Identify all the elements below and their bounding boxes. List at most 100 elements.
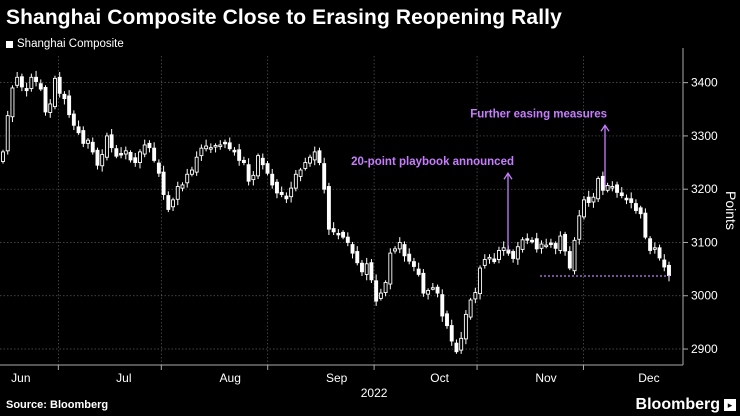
candle-body (293, 173, 298, 189)
candle-body (81, 130, 86, 144)
candle-body (223, 141, 227, 145)
candle-body (478, 267, 483, 295)
candle-body (53, 77, 57, 108)
candle-body (643, 212, 648, 238)
candle-body (563, 234, 568, 252)
candle-body (619, 192, 624, 197)
candle-body (482, 259, 487, 266)
candle-body (24, 88, 29, 92)
annotation-label: 20-point playbook announced (351, 156, 514, 168)
candle-body (241, 159, 246, 164)
candle-body (48, 103, 53, 113)
candle-body (100, 154, 105, 167)
candle-body (29, 76, 34, 89)
annotation-arrowhead (600, 124, 610, 132)
candle-body (185, 173, 190, 184)
y-tick-label: 3200 (691, 182, 718, 196)
candle-body (520, 239, 525, 250)
candle-body (553, 243, 558, 249)
candle-body (638, 207, 643, 215)
candle-body (388, 252, 393, 285)
y-tick-label: 3400 (691, 76, 718, 90)
candle-body (411, 261, 416, 267)
candle-body (71, 113, 76, 126)
candle-body (492, 258, 497, 263)
candle-body (648, 238, 653, 251)
candle-body (161, 171, 166, 195)
candle-body (156, 162, 161, 174)
candle-body (298, 169, 303, 177)
candle-body (133, 157, 138, 164)
candle-body (104, 135, 109, 158)
candle-body (15, 76, 20, 86)
candle-body (62, 93, 67, 100)
candle-body (265, 163, 270, 174)
candle-body (629, 198, 634, 203)
x-tick-label: Sep (326, 371, 348, 385)
candle-body (86, 139, 90, 144)
candle-body (341, 231, 346, 238)
candle-body (275, 181, 279, 194)
candle-body (189, 169, 194, 175)
candle-body (360, 262, 364, 273)
candle-body (615, 184, 619, 193)
candle-body (534, 238, 539, 250)
candle-body (435, 286, 440, 294)
candle-body (515, 246, 520, 260)
candle-body (558, 235, 563, 251)
x-tick-label: Jul (116, 371, 131, 385)
y-axis-title: Points (723, 191, 739, 230)
candle-body (232, 149, 237, 153)
candle-body (383, 281, 388, 293)
candle-body (577, 215, 582, 240)
candle-body (251, 174, 256, 181)
candle-body (397, 242, 402, 250)
candle-body (652, 247, 657, 250)
candle-body (303, 162, 308, 169)
candle-body (38, 83, 43, 90)
legend-label: Shanghai Composite (17, 38, 124, 50)
annotations: 20-point playbook announced Further easin… (351, 108, 671, 277)
x-tick-label: Nov (535, 371, 556, 385)
candle-body (378, 292, 383, 299)
candle-body (350, 244, 355, 254)
candle-body (289, 187, 294, 198)
candle-body (227, 142, 232, 150)
candle-body (567, 251, 572, 269)
candle-body (284, 195, 289, 200)
candle-body (119, 153, 124, 156)
candle-body (152, 147, 157, 161)
candle-body (402, 244, 407, 257)
candle-body (213, 145, 218, 148)
legend-swatch (6, 40, 13, 48)
x-axis-title: 2022 (361, 386, 388, 400)
candle-body (270, 173, 275, 186)
candle-body (364, 263, 369, 275)
candle-body (530, 239, 534, 243)
candle-body (511, 251, 516, 259)
candle-body (1, 151, 5, 162)
x-tick-label: Oct (430, 371, 449, 385)
candle-body (204, 145, 209, 150)
candle-body (407, 253, 412, 262)
candle-body (440, 294, 445, 317)
candle-body (279, 191, 284, 195)
candle-body (539, 243, 544, 249)
chart-title: Shanghai Composite Close to Erasing Reop… (6, 6, 562, 29)
candles (1, 70, 671, 354)
candle-body (454, 342, 459, 353)
x-tick-label: Aug (220, 371, 241, 385)
candle-body (123, 150, 128, 155)
candle-body (180, 184, 185, 189)
y-tick-label: 3000 (691, 289, 718, 303)
candle-body (501, 247, 506, 251)
candle-body (369, 262, 374, 281)
candle-body (57, 76, 62, 94)
candle-body (326, 186, 331, 230)
annotation-label: Further easing measures (470, 108, 607, 120)
candle-body (421, 272, 426, 294)
candle-body (657, 247, 662, 259)
candle-body (19, 76, 24, 88)
candle-body (128, 151, 133, 161)
candle-body (171, 199, 175, 208)
